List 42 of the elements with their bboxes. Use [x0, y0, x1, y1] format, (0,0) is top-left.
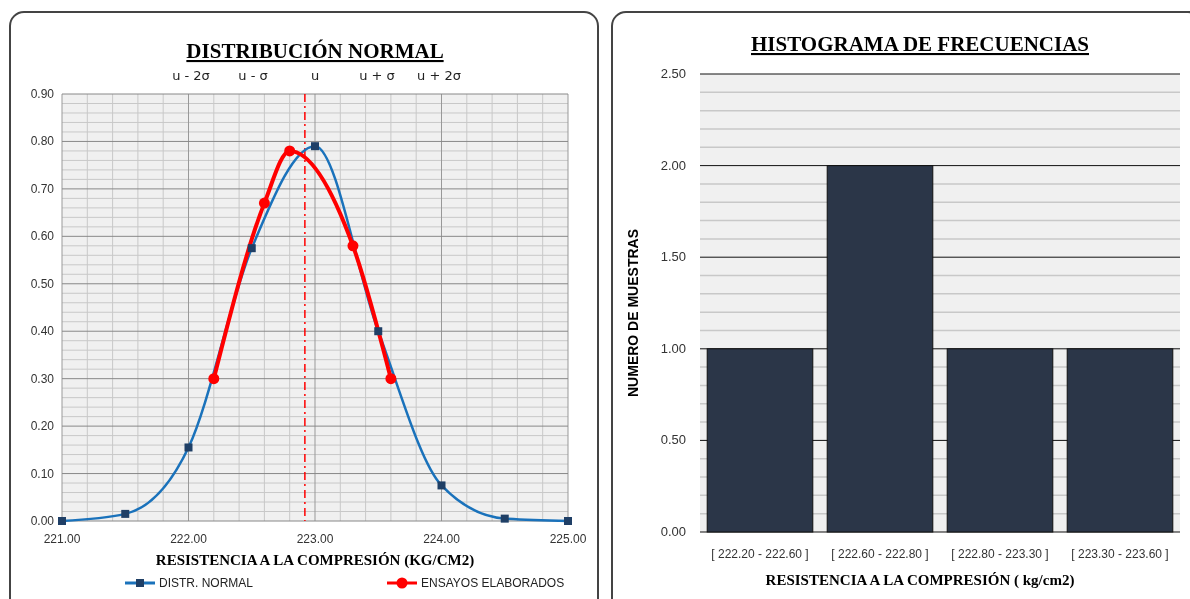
text: u + 2σ	[417, 68, 461, 83]
point	[208, 373, 220, 385]
x-tick-label: [ 222.80 - 223.30 ]	[951, 547, 1049, 561]
text: u - 2σ	[172, 68, 210, 83]
y-tick-label: 1.50	[660, 249, 686, 265]
y-tick-label: 2.50	[660, 66, 686, 81]
y-tick-label: 0.00	[30, 514, 55, 528]
point	[258, 197, 270, 209]
chart-title: DISTRIBUCIÓN NORMAL	[186, 39, 444, 63]
y-tick-label: 2.00	[660, 157, 686, 173]
x-tick-label: 221.00	[43, 532, 81, 546]
y-tick-label: 0.40	[30, 324, 55, 339]
y-tick-label: 0.00	[660, 524, 686, 539]
y-tick-label: 0.30	[30, 371, 55, 386]
y-tick-label: 0.80	[30, 134, 55, 149]
legend-label: DISTR. NORMAL	[159, 576, 254, 590]
text: u + σ	[359, 68, 395, 83]
y-tick-label: 0.50	[30, 276, 55, 291]
chart-title: HISTOGRAMA DE FRECUENCIAS	[751, 32, 1089, 56]
point	[385, 373, 397, 385]
y-tick-label: 0.20	[30, 419, 55, 434]
x-tick-label: [ 222.20 - 222.60 ]	[711, 547, 809, 561]
legend-label: ENSAYOS ELABORADOS	[421, 576, 565, 590]
y-tick-label: 0.90	[30, 87, 55, 101]
x-tick-label: 225.00	[549, 532, 587, 546]
x-tick-label: 224.00	[423, 532, 461, 546]
x-tick-label: 222.00	[170, 532, 208, 546]
y-tick-label: 0.60	[30, 229, 55, 244]
text: u - σ	[238, 68, 268, 83]
x-tick-label: [ 223.30 - 223.60 ]	[1071, 547, 1169, 561]
x-tick-label: [ 222.60 - 222.80 ]	[831, 547, 929, 561]
point	[284, 145, 296, 157]
x-tick-label: 223.00	[296, 532, 334, 546]
y-axis-title: NUMERO DE MUESTRAS	[625, 228, 641, 398]
y-tick-label: 0.70	[30, 181, 55, 196]
x-axis-title: RESISTENCIA A LA COMPRESIÓN (KG/CM2)	[155, 552, 475, 569]
x-axis-title: RESISTENCIA A LA COMPRESIÓN ( kg/cm2)	[765, 572, 1075, 589]
y-tick-label: 0.10	[30, 466, 55, 481]
point	[347, 240, 359, 252]
y-tick-label: 0.50	[660, 432, 686, 448]
text: u	[310, 68, 320, 83]
y-tick-label: 1.00	[660, 340, 686, 356]
